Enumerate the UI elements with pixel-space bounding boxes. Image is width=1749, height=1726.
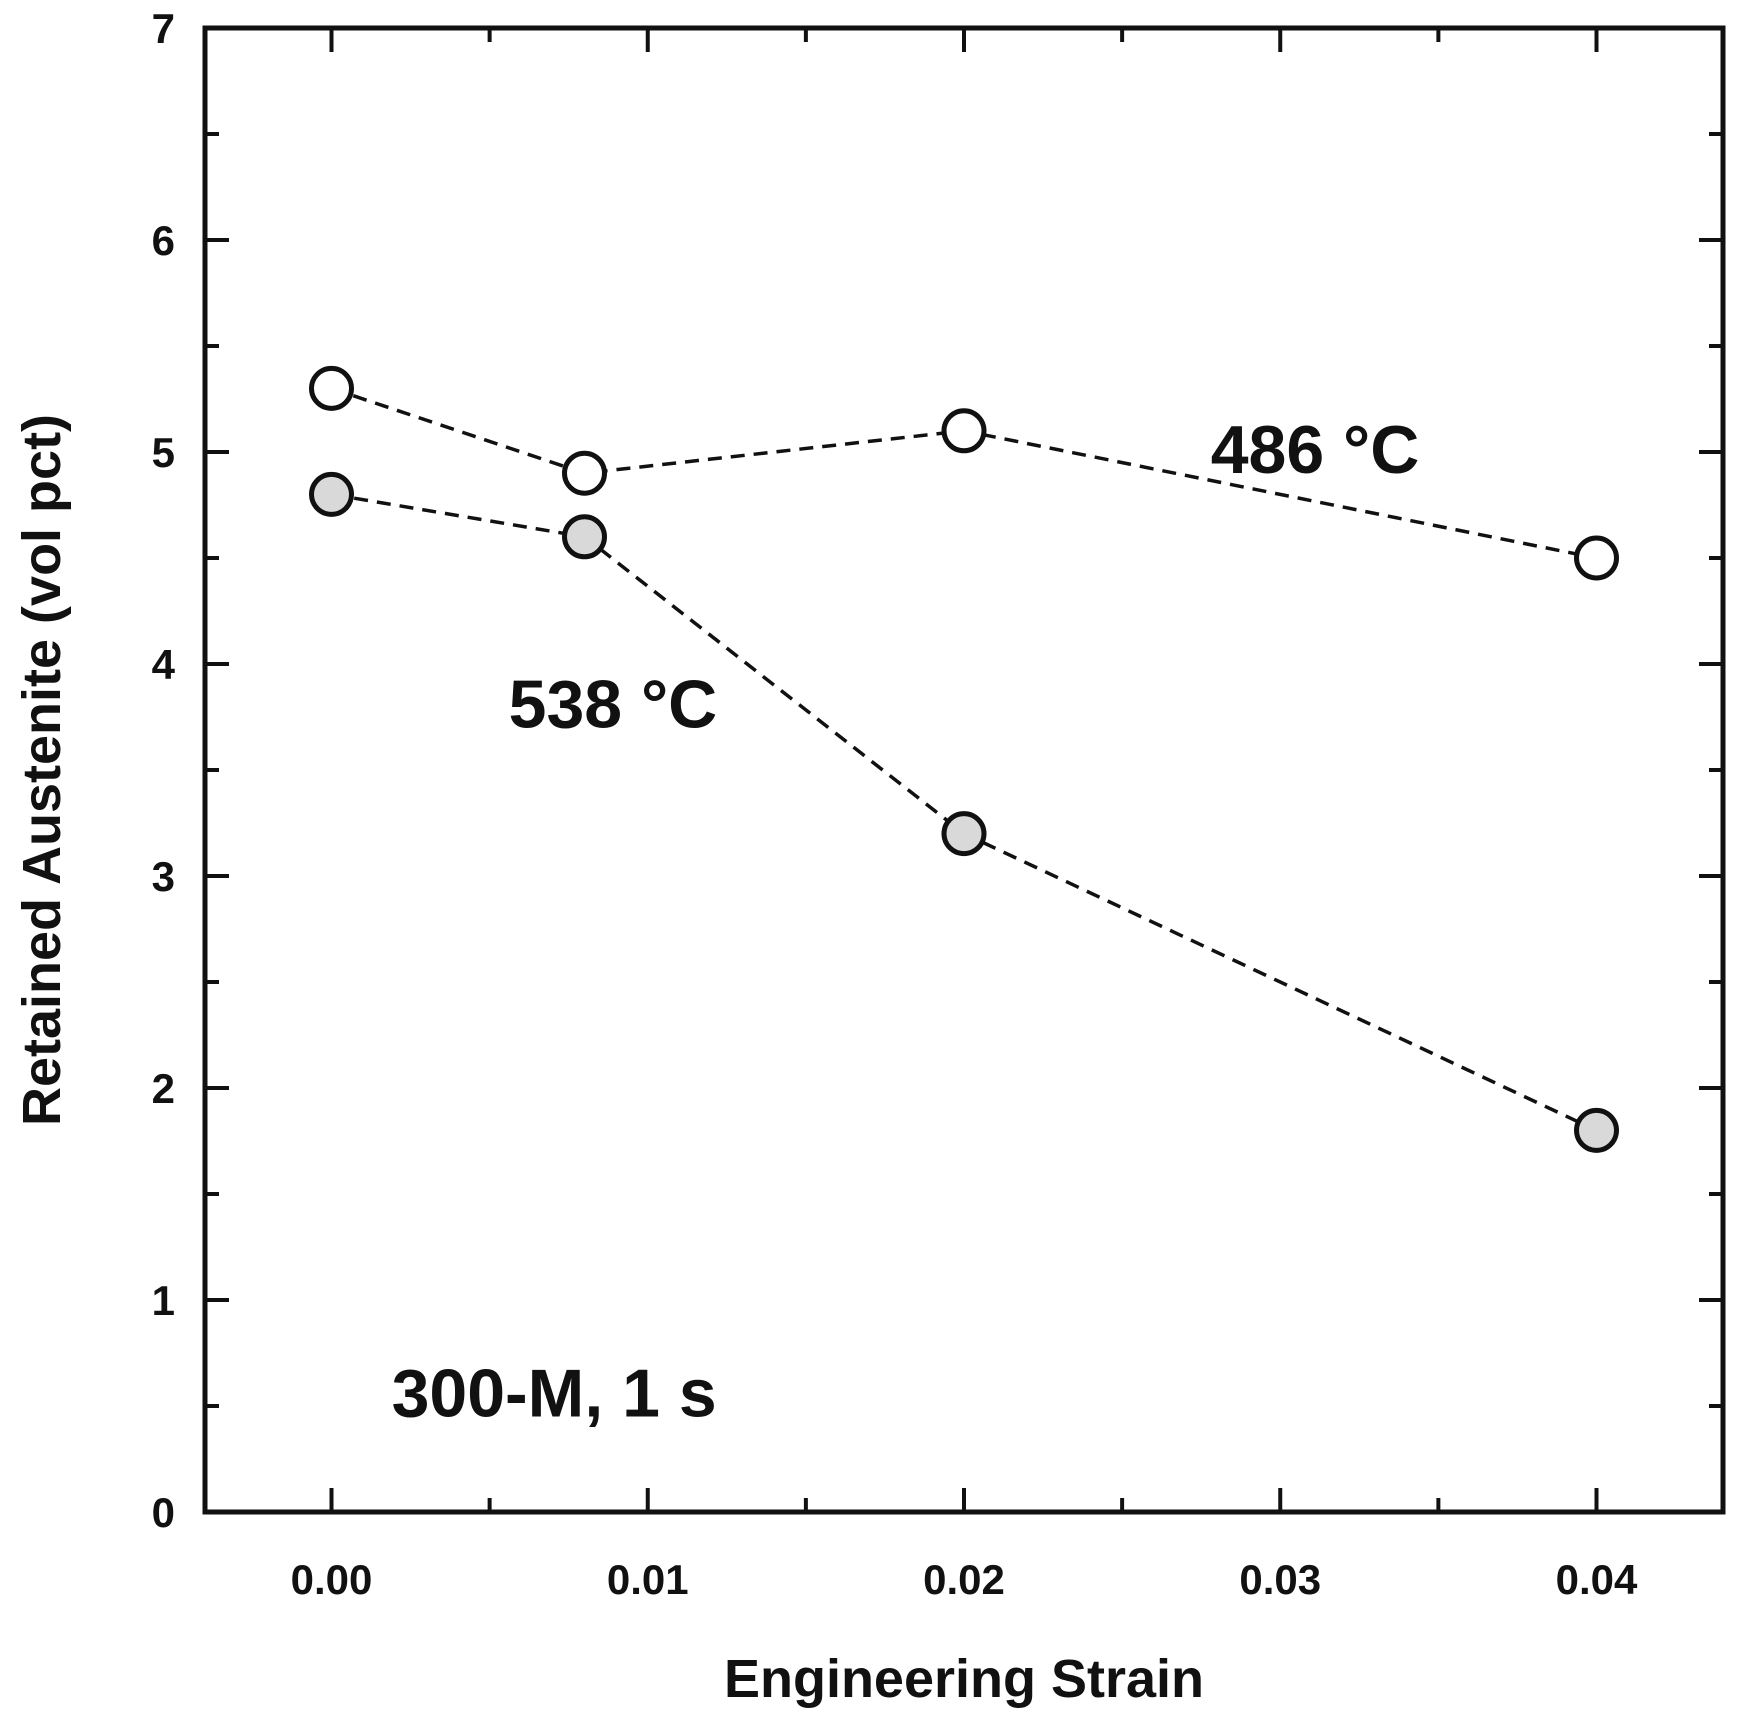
series-1-point <box>941 408 987 454</box>
plot-frame <box>202 25 1726 1515</box>
labels-layer: 0.00 0.01 0.02 0.03 0.04 0 1 2 3 4 5 6 7 Engineering … <box>12 5 1638 1709</box>
ticks-layer <box>205 26 1723 1514</box>
annotation-text: 300-M, 1 s <box>392 1356 717 1432</box>
lines-layer <box>330 386 1598 1132</box>
x-tick-label: 0.01 <box>607 1556 689 1603</box>
x-axis-title: Engineering Strain <box>724 1649 1204 1709</box>
y-tick-label: 6 <box>152 217 175 264</box>
series-1-point <box>562 450 607 496</box>
series-1-point <box>309 365 354 411</box>
y-tick-label: 5 <box>152 429 175 476</box>
series-2-point <box>309 471 354 517</box>
x-tick-label: 0.04 <box>1556 1556 1638 1603</box>
series-2-label: 538 °C <box>509 667 718 743</box>
y-axis-title: Retained Austenite (vol pct) <box>12 414 72 1126</box>
x-tick-label: 0.02 <box>923 1556 1005 1603</box>
series-1-line <box>330 386 1597 560</box>
series-2-line <box>331 492 1598 1132</box>
series-2-point <box>1574 1107 1619 1153</box>
y-tick-label: 3 <box>152 853 175 900</box>
y-tick-label: 2 <box>152 1065 175 1112</box>
series-2-point <box>941 811 987 857</box>
y-tick-label: 4 <box>152 641 176 688</box>
markers-layer <box>309 365 1619 1153</box>
y-tick-label: 0 <box>152 1489 175 1536</box>
series-1-label: 486 °C <box>1211 412 1420 488</box>
series-1-point <box>1574 535 1619 581</box>
x-tick-label: 0.00 <box>291 1556 373 1603</box>
y-tick-label: 1 <box>152 1277 175 1324</box>
series-2-point <box>562 514 607 560</box>
y-tick-label: 7 <box>152 5 175 52</box>
x-tick-label: 0.03 <box>1239 1556 1321 1603</box>
